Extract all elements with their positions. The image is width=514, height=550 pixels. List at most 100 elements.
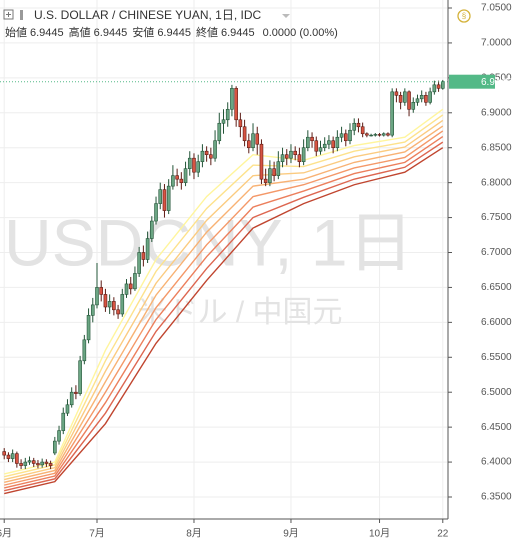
candle-body <box>424 95 428 103</box>
candle-body <box>255 133 260 145</box>
moving-average-line <box>4 125 444 484</box>
moving-average-line <box>4 135 444 489</box>
candle-body <box>280 154 285 162</box>
candle-body <box>411 102 416 110</box>
candle-body <box>394 91 399 96</box>
candle-body <box>209 154 213 159</box>
candle-body <box>175 175 179 180</box>
candle-body <box>242 126 247 142</box>
y-tick-label: 7.0000 <box>481 38 512 49</box>
y-tick-label: 6.7000 <box>481 247 512 258</box>
moving-average-line <box>4 119 444 481</box>
dropdown-arrow[interactable] <box>282 14 290 18</box>
candle-body <box>150 220 154 239</box>
candle-body <box>356 122 361 128</box>
y-tick-label: 6.3500 <box>481 492 512 503</box>
axes: 6.3500 6.4000 6.4500 6.5000 6.5500 6.6000 6.65… <box>0 3 512 540</box>
candle-body <box>238 119 243 128</box>
candle-body <box>40 461 44 466</box>
candle-body <box>213 140 217 159</box>
candle-body <box>162 189 167 211</box>
y-tick-label: 6.4500 <box>481 422 512 433</box>
y-tick-label: 6.4000 <box>481 457 512 468</box>
y-tick-label: 6.8000 <box>481 177 512 188</box>
candle-body <box>116 309 120 315</box>
candle-body <box>65 404 70 414</box>
candle-body <box>99 287 104 295</box>
ohlc-label: 終値 <box>196 25 218 39</box>
candle-body <box>74 391 78 394</box>
candle-body <box>247 140 251 149</box>
y-tick-label: 7.0500 <box>481 3 512 14</box>
candle-body <box>192 157 196 173</box>
candle-body <box>360 126 365 135</box>
candle-body <box>103 294 108 308</box>
candle-body <box>183 168 188 183</box>
candle-body <box>31 460 36 464</box>
candle-body <box>373 134 378 136</box>
candle-body <box>78 360 82 394</box>
candle-body <box>2 451 7 456</box>
candle-body <box>124 283 129 295</box>
candle-body <box>133 273 137 290</box>
candle-body <box>268 168 272 183</box>
candle-body <box>128 283 133 290</box>
candle-body <box>171 175 175 187</box>
candle-body <box>137 252 141 274</box>
candle-body <box>352 122 357 131</box>
candle-body <box>276 161 281 176</box>
ohlc-label: 安値 <box>132 25 154 39</box>
x-tick-label: 6月 <box>0 528 12 540</box>
candle-body <box>10 453 15 459</box>
candle-body <box>61 412 66 431</box>
ohlc-value: 6.9445 <box>157 27 191 39</box>
y-tick-label: 6.5000 <box>481 387 512 398</box>
moving-average-line <box>4 108 444 475</box>
candle-body <box>221 119 226 124</box>
x-tick-label: 9月 <box>283 528 299 540</box>
candle-body <box>327 140 331 145</box>
candle-body <box>82 339 87 362</box>
settings-icon[interactable] <box>457 9 471 23</box>
candle-body <box>301 147 306 162</box>
ohlc-row: 始値 6.9445 高値 6.9445 安値 6.9445 終値 6.9445 0.0000 (… <box>5 25 338 39</box>
y-tick-label: 6.8500 <box>481 142 512 153</box>
x-axis-panel <box>0 519 514 545</box>
candle-body <box>120 294 125 315</box>
candle-body <box>44 461 49 464</box>
candle-body <box>403 91 407 103</box>
candle-body <box>23 461 28 466</box>
y-axis-panel <box>448 0 514 545</box>
candle-body <box>314 140 319 152</box>
candle-body <box>19 463 23 466</box>
moving-average-line <box>4 130 444 486</box>
candle-body <box>217 122 222 142</box>
candle-body <box>187 157 192 169</box>
toggle-icon[interactable] <box>3 9 14 20</box>
candle-body <box>48 463 53 466</box>
candle-body <box>440 81 445 89</box>
candle-body <box>310 136 314 142</box>
moving-average-line <box>4 114 444 478</box>
candle-body <box>204 150 209 155</box>
candle-body <box>107 301 112 308</box>
last-price-box <box>449 74 495 89</box>
change-value: 0.0000 (0.00%) <box>263 27 338 39</box>
candle-body <box>343 133 348 142</box>
candle-body <box>196 161 200 173</box>
candle-body <box>145 238 150 260</box>
x-tick-label: 10月 <box>369 528 390 540</box>
candle-body <box>234 88 238 121</box>
candle-body <box>381 133 386 136</box>
x-tick-label: 22 <box>437 529 449 540</box>
candle-body <box>15 453 19 464</box>
candle-body <box>272 168 276 176</box>
candle-body <box>415 98 420 103</box>
candle-body <box>365 133 369 136</box>
candle-body <box>289 150 293 159</box>
candle-body <box>36 463 40 466</box>
candle-body <box>318 147 323 152</box>
candle-body <box>259 143 264 180</box>
candle-body <box>436 84 441 89</box>
candle-body <box>179 178 184 183</box>
